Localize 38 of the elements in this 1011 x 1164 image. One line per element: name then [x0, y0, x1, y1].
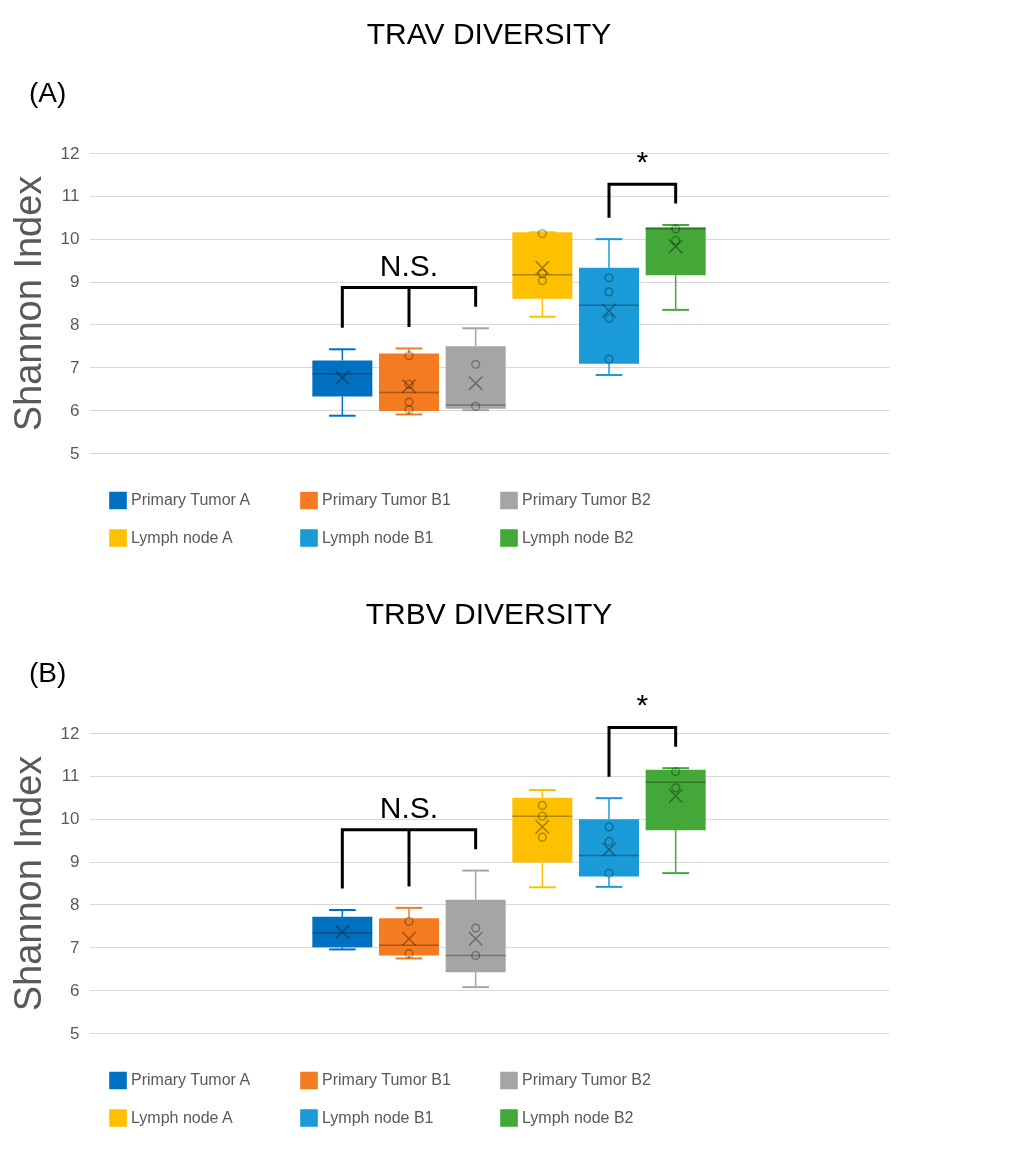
- legend-label: Primary Tumor B1: [322, 491, 452, 509]
- legend-label: Primary Tumor A: [131, 1071, 251, 1089]
- y-tick-label: 7: [70, 937, 80, 957]
- legend-label: Primary Tumor B1: [322, 1071, 452, 1089]
- legend-label: Lymph node B1: [322, 1109, 434, 1126]
- legend-label: Lymph node B2: [522, 529, 634, 546]
- annotation: N.S.: [379, 248, 439, 282]
- y-tick-label: 8: [70, 314, 80, 334]
- y-tick-label: 12: [60, 723, 80, 743]
- y-tick-label: 12: [60, 143, 80, 163]
- y-tick-label: 6: [70, 400, 80, 420]
- annotation: *: [636, 145, 649, 179]
- y-tick-label: 10: [60, 229, 80, 249]
- annotation: N.S.: [379, 790, 439, 824]
- chart-title: TRAV DIVERSITY: [366, 17, 612, 50]
- legend-label: Lymph node B2: [522, 1109, 634, 1126]
- legend-label: Lymph node A: [131, 529, 234, 546]
- y-tick-label: 11: [61, 186, 80, 206]
- legend-label: Primary Tumor A: [131, 491, 251, 509]
- text: (B): [29, 657, 67, 688]
- y-tick-label: 9: [70, 272, 80, 292]
- chart-title: TRBV DIVERSITY: [365, 597, 613, 630]
- y-axis-title: Shannon Index: [6, 175, 49, 432]
- y-tick-label: 5: [70, 1023, 80, 1043]
- y-axis-title: Shannon Index: [6, 755, 49, 1012]
- legend-label: Primary Tumor B2: [522, 1071, 652, 1089]
- legend-label: Lymph node B1: [322, 529, 434, 546]
- y-tick-label: 5: [70, 443, 80, 463]
- text: *: [636, 688, 649, 722]
- y-tick-label: 7: [70, 357, 80, 377]
- y-tick-label: 9: [70, 852, 80, 872]
- legend-label: Lymph node A: [131, 1109, 234, 1126]
- y-tick-label: 8: [70, 894, 80, 914]
- y-tick-label: 11: [61, 766, 80, 786]
- text: (A): [29, 77, 67, 108]
- legend-label: Primary Tumor B2: [522, 491, 652, 509]
- y-tick-label: 10: [60, 809, 80, 829]
- y-tick-label: 6: [70, 980, 80, 1000]
